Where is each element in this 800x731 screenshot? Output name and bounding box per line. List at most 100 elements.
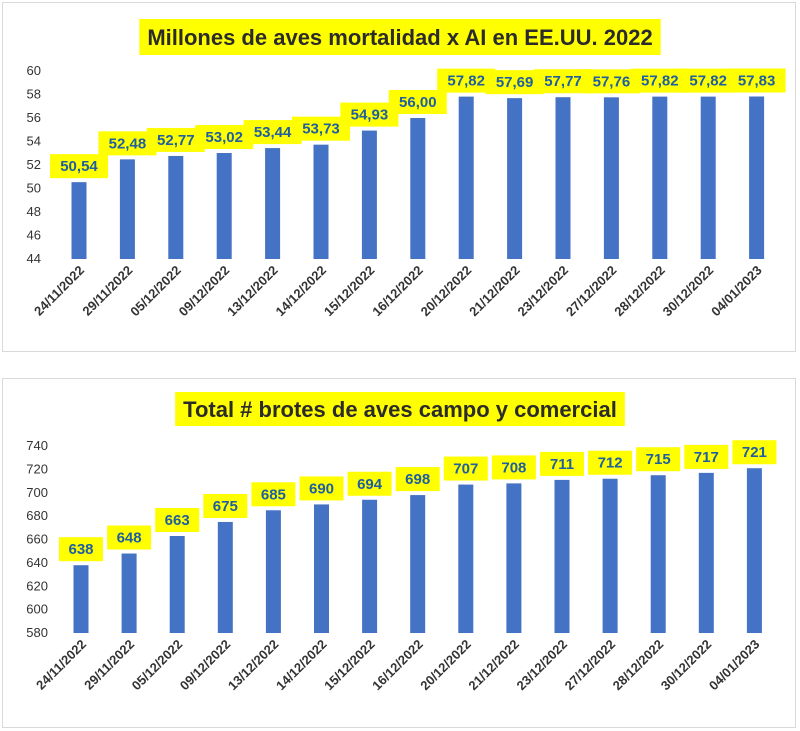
- x-tick-label: 16/12/2022: [369, 637, 426, 694]
- data-label-text: 57,82: [641, 73, 679, 90]
- x-tick-label: 15/12/2022: [321, 637, 378, 694]
- data-label: 57,82: [437, 68, 496, 93]
- data-label-highlight: [203, 493, 248, 518]
- bar: [650, 475, 666, 633]
- data-label-text: 53,02: [205, 129, 243, 146]
- data-label: 707: [443, 456, 488, 481]
- data-label-highlight: [491, 455, 536, 480]
- y-tick-label: 58: [27, 87, 41, 102]
- data-label-highlight: [195, 125, 254, 150]
- data-label-text: 57,76: [593, 73, 631, 90]
- x-tick-label: 28/12/2022: [611, 263, 668, 320]
- data-label-text: 52,77: [157, 132, 195, 149]
- data-label: 638: [59, 537, 103, 562]
- x-tick-label: 21/12/2022: [466, 263, 523, 320]
- y-tick-label: 640: [26, 555, 48, 570]
- y-tick-label: 48: [27, 204, 41, 219]
- data-label-text: 675: [213, 498, 238, 515]
- data-label-text: 707: [453, 461, 478, 478]
- data-label: 54,93: [340, 102, 399, 127]
- data-label-text: 53,44: [254, 124, 292, 141]
- data-label-text: 50,54: [60, 158, 98, 175]
- data-label-highlight: [485, 70, 544, 95]
- data-label-highlight: [534, 69, 592, 94]
- data-label: 694: [347, 471, 392, 496]
- data-label-text: 717: [694, 449, 719, 466]
- y-tick-label: 620: [26, 578, 48, 593]
- x-tick-label: 05/12/2022: [129, 637, 186, 694]
- data-label-highlight: [243, 120, 302, 145]
- bar: [506, 483, 522, 633]
- data-label: 50,54: [50, 154, 108, 179]
- data-label: 57,69: [485, 70, 544, 95]
- chart-title-text: Millones de aves mortalidad x AI en EE.U…: [147, 25, 652, 50]
- bar: [410, 495, 426, 633]
- bar: [265, 510, 281, 633]
- data-label-text: 711: [550, 456, 574, 473]
- bar: [458, 96, 474, 260]
- data-label-text: 56,00: [399, 94, 437, 111]
- chart-title-text: Total # brotes de aves campo y comercial: [183, 397, 617, 422]
- bar: [361, 130, 377, 259]
- data-label-highlight: [443, 456, 488, 481]
- y-tick-label: 680: [26, 508, 48, 523]
- data-label: 712: [588, 450, 633, 475]
- bar: [121, 553, 137, 633]
- x-tick-label: 23/12/2022: [514, 263, 571, 320]
- data-label-text: 690: [309, 480, 334, 497]
- data-label-highlight: [727, 68, 786, 93]
- data-label-highlight: [630, 68, 689, 93]
- data-label-highlight: [347, 471, 392, 496]
- bar: [410, 118, 426, 259]
- bar: [698, 472, 714, 633]
- data-label-highlight: [292, 116, 350, 141]
- bar: [602, 478, 618, 633]
- y-tick-label: 54: [27, 134, 41, 149]
- data-label: 52,77: [146, 127, 205, 152]
- data-label-text: 715: [646, 451, 671, 468]
- y-tick-label: 600: [26, 602, 48, 617]
- y-tick-label: 44: [27, 251, 41, 266]
- bar: [265, 148, 281, 259]
- y-tick-label: 740: [26, 438, 48, 453]
- bar: [554, 479, 570, 633]
- chart-mortalidad: Millones de aves mortalidad x AI en EE.U…: [27, 19, 786, 320]
- bar: [168, 155, 184, 259]
- data-label: 685: [251, 482, 296, 507]
- y-tick-label: 56: [27, 110, 41, 125]
- bar: [458, 484, 474, 633]
- data-label-text: 648: [117, 530, 142, 547]
- data-label: 663: [155, 507, 200, 532]
- x-tick-label: 28/12/2022: [610, 637, 667, 694]
- data-label-highlight: [50, 154, 108, 179]
- x-tick-label: 27/12/2022: [563, 263, 620, 320]
- x-tick-label: 14/12/2022: [273, 637, 330, 694]
- bar: [746, 468, 762, 633]
- chart-brotes: Total # brotes de aves campo y comercial…: [26, 392, 777, 694]
- x-tick-label: 20/12/2022: [417, 637, 474, 694]
- y-tick-label: 660: [26, 532, 48, 547]
- data-label: 711: [540, 451, 584, 476]
- data-label-highlight: [582, 69, 641, 94]
- x-tick-label: 24/11/2022: [33, 637, 89, 693]
- x-tick-label: 04/01/2023: [708, 263, 765, 320]
- x-tick-label: 21/12/2022: [465, 637, 522, 694]
- data-label: 648: [107, 525, 152, 550]
- data-label: 57,77: [534, 69, 592, 94]
- data-label-highlight: [146, 127, 205, 152]
- data-label-highlight: [588, 450, 633, 475]
- data-label-highlight: [340, 102, 399, 127]
- x-tick-label: 15/12/2022: [321, 263, 378, 320]
- data-label: 698: [395, 467, 440, 492]
- data-label: 53,73: [292, 116, 350, 141]
- bar: [71, 182, 87, 259]
- y-axis: 44 46 48 50 52 54 56 58 60: [27, 63, 41, 266]
- y-tick-label: 700: [26, 485, 48, 500]
- data-label: 690: [299, 476, 344, 501]
- bar: [507, 98, 523, 259]
- data-label: 715: [636, 447, 681, 472]
- data-label: 57,76: [582, 69, 641, 94]
- x-tick-label: 29/11/2022: [81, 637, 137, 693]
- data-label: 708: [491, 455, 536, 480]
- chart-panel-brotes: Total # brotes de aves campo y comercial…: [2, 378, 796, 728]
